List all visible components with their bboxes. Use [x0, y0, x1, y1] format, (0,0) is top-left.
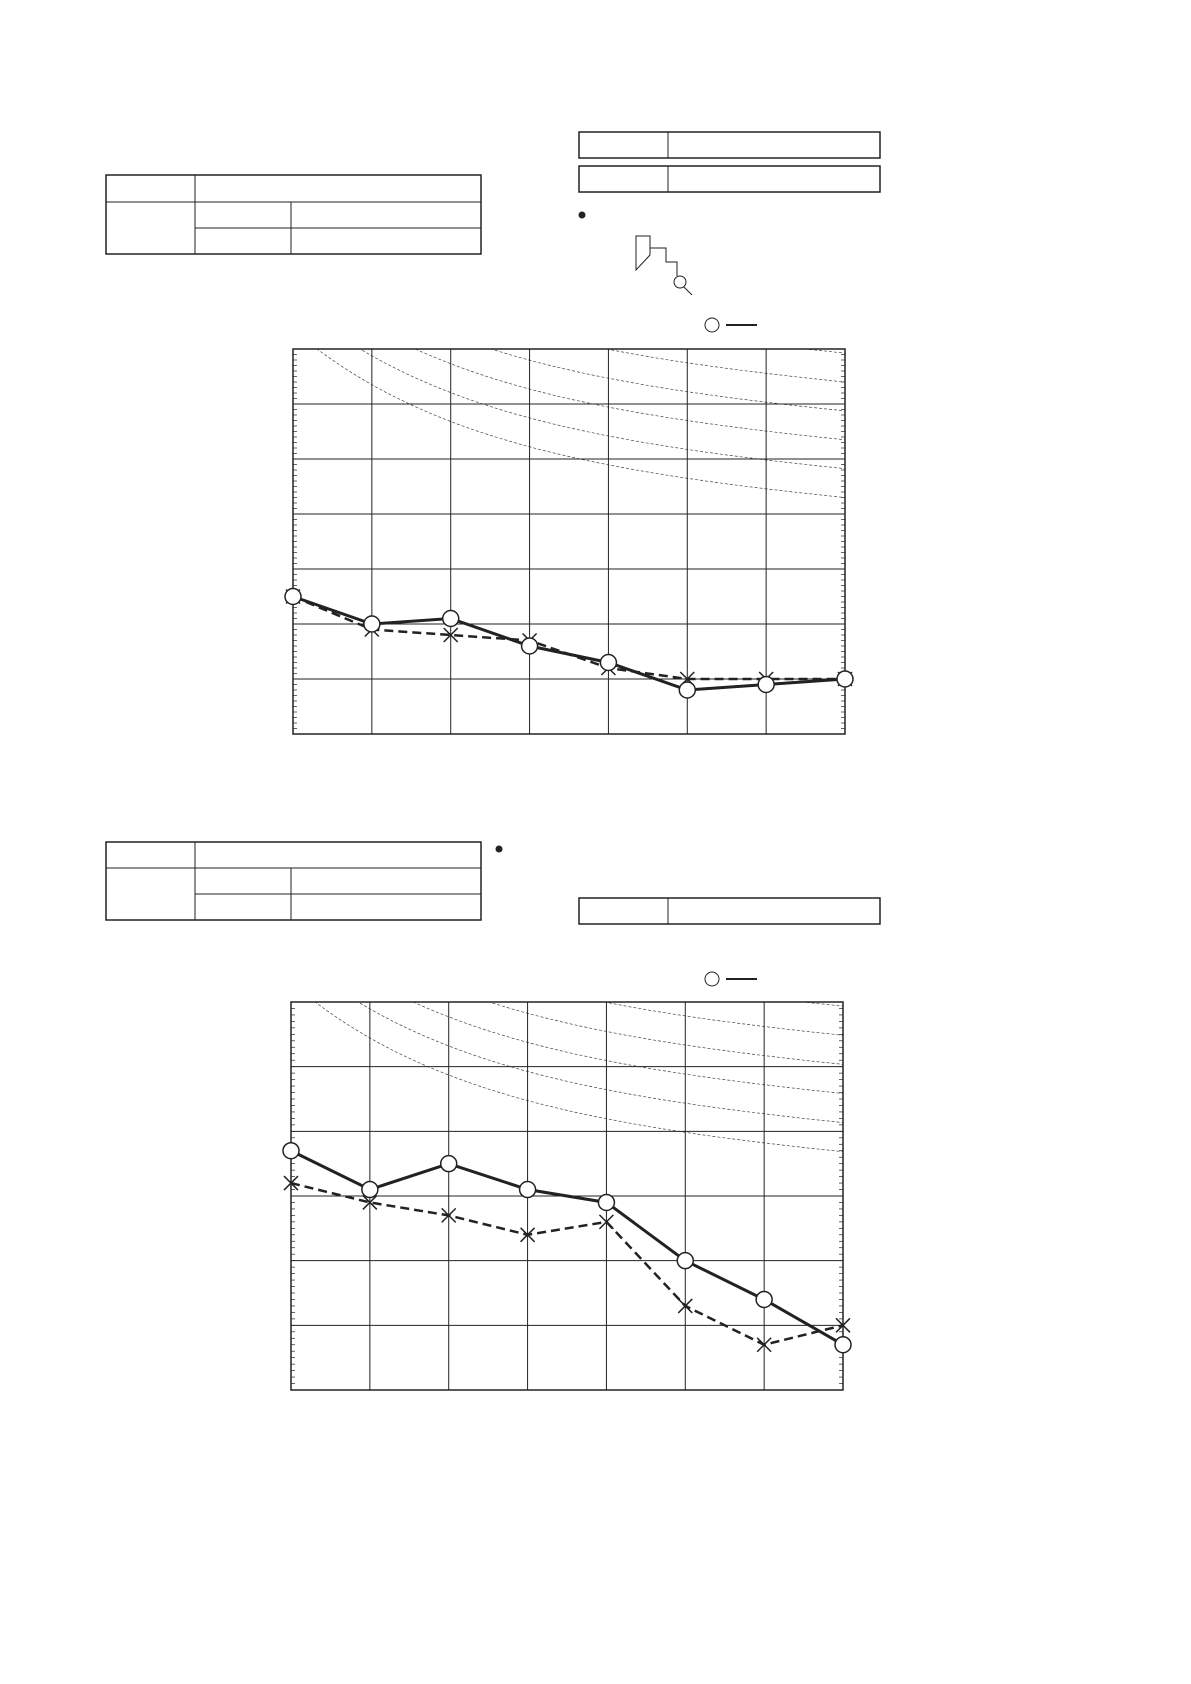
data-point [834, 1335, 852, 1354]
data-point [518, 1180, 537, 1199]
data-point [441, 609, 460, 628]
reference-curve [802, 349, 845, 354]
reference-curve [291, 779, 843, 948]
data-point [362, 1194, 378, 1211]
reference-curve [490, 349, 845, 412]
reference-curve [291, 721, 843, 890]
reference-curve [291, 808, 843, 977]
legend [704, 971, 757, 987]
data-point [597, 1193, 616, 1212]
data-point [520, 637, 539, 655]
data-point [599, 653, 618, 672]
data-point [443, 627, 459, 643]
data-point [757, 675, 775, 694]
reference-curve [314, 1002, 843, 1153]
reference-curve [357, 1002, 843, 1123]
reference-curve [412, 1002, 843, 1094]
data-point [755, 1290, 773, 1309]
reference-curve [293, 70, 845, 238]
reference-curve [291, 633, 843, 802]
data-point [678, 681, 697, 699]
reference-curve [293, 0, 845, 36]
series-line [290, 1149, 844, 1347]
series-line [292, 595, 846, 692]
data-point [439, 1154, 458, 1173]
data-point [598, 1214, 614, 1230]
reference-curve [293, 12, 845, 180]
plot-frame [292, 348, 846, 735]
data-point [441, 1207, 457, 1223]
reference-curve [359, 349, 845, 469]
data-point [282, 1141, 300, 1160]
reference-curve [293, 0, 845, 7]
reference-curve [414, 349, 845, 441]
series-line [290, 1181, 844, 1347]
reference-curve [291, 575, 843, 744]
reference-curve [293, 0, 845, 93]
bottom-table [105, 841, 881, 925]
reference-curve [604, 349, 845, 383]
reference-curve [291, 517, 843, 686]
reference-curve [800, 1002, 843, 1007]
data-point [836, 670, 854, 688]
microphone-icon [635, 235, 693, 296]
data-point [756, 1337, 772, 1353]
data-point [284, 587, 302, 606]
reference-curve [293, 41, 845, 209]
data-point [520, 1227, 536, 1243]
reference-curve [293, 0, 845, 122]
data-point [835, 1317, 851, 1333]
data-point [283, 1175, 299, 1191]
reference-curve [293, 99, 845, 267]
legend [704, 317, 757, 333]
reference-curve [293, 0, 845, 151]
chart [284, 0, 854, 735]
reference-curve [293, 128, 845, 296]
top-table [105, 174, 482, 255]
reference-curve [488, 1002, 843, 1065]
chart [282, 517, 852, 1391]
series-line [292, 595, 845, 681]
top-right-boxes [578, 131, 881, 219]
data-point [676, 1251, 695, 1270]
data-point [363, 615, 381, 633]
reference-curve [316, 349, 845, 498]
data-point [677, 1298, 693, 1314]
reference-curve [291, 692, 843, 861]
data-point [361, 1180, 379, 1199]
reference-curve [293, 157, 845, 325]
reference-curve [293, 0, 845, 64]
plot-frame [290, 1001, 844, 1391]
reference-curve [602, 1002, 843, 1036]
